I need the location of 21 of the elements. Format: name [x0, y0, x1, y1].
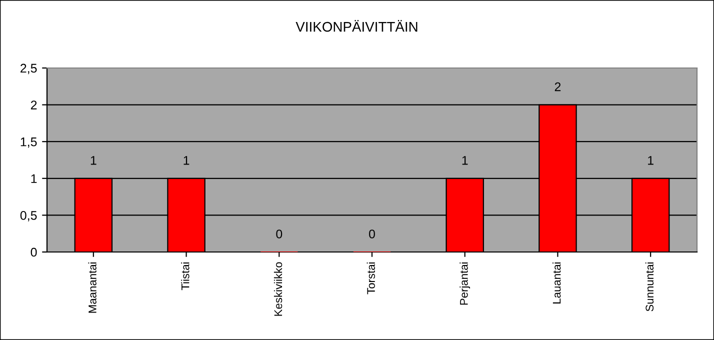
data-label: 1: [90, 156, 96, 165]
y-tick-label: 1: [31, 174, 37, 183]
y-tick-label: 2: [30, 100, 37, 110]
x-tick-label: Maanantai: [88, 262, 96, 313]
data-label: 1: [462, 156, 468, 165]
x-tick-label: Lauantai: [552, 262, 561, 304]
chart-title: VIIKONPÄIVITTÄIN: [296, 20, 418, 32]
data-label: 1: [648, 156, 654, 165]
x-tick-label: Keskiviikko: [274, 262, 282, 316]
y-tick-label: 1,5: [20, 138, 37, 148]
data-label: 1: [184, 156, 190, 165]
data-label: 0: [369, 230, 375, 238]
x-tick-label: Torstai: [366, 262, 375, 294]
data-label: 2: [554, 82, 561, 92]
x-tick-label: Tiistai: [181, 262, 190, 290]
x-tick-label: Perjantai: [460, 262, 470, 305]
x-tick-label: Sunnuntai: [645, 262, 654, 312]
y-tick-label: 0: [30, 248, 37, 257]
y-tick-label: 2,5: [20, 64, 37, 74]
data-label: 0: [276, 230, 282, 238]
y-tick-label: 0,5: [20, 211, 37, 222]
